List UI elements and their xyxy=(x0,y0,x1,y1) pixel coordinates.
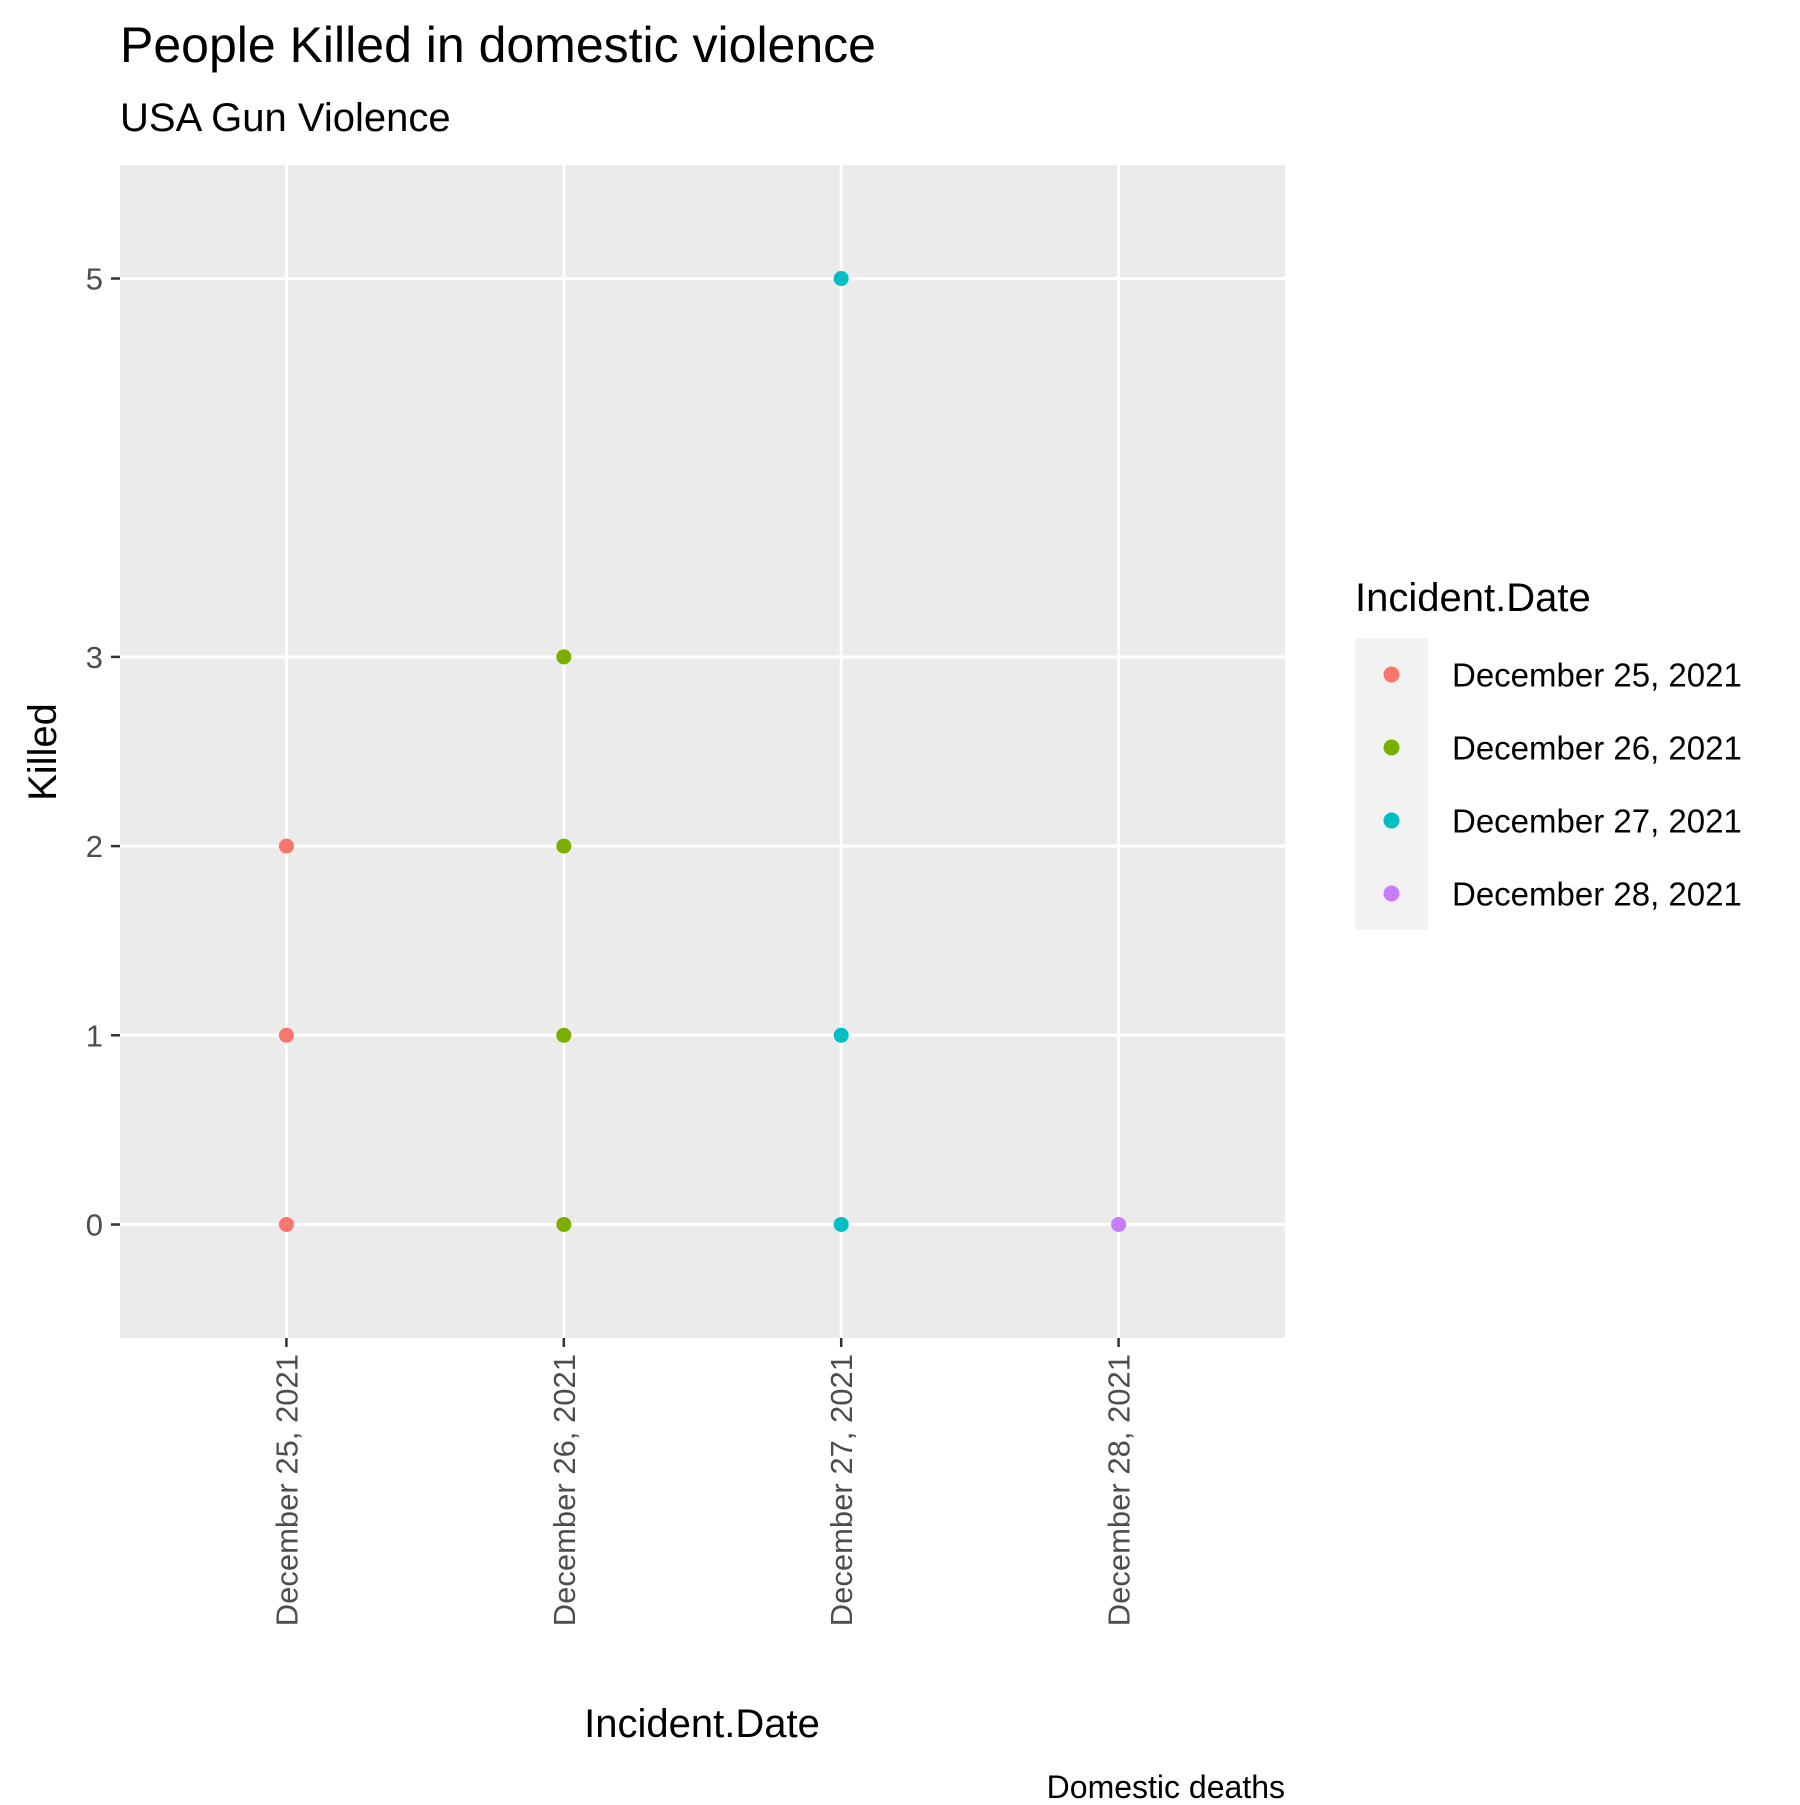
grid-lines xyxy=(120,165,1285,1338)
legend-label: December 28, 2021 xyxy=(1452,876,1742,913)
legend-label: December 27, 2021 xyxy=(1452,803,1742,840)
chart-caption: Domestic deaths xyxy=(1047,1769,1285,1800)
plot-panel xyxy=(120,165,1285,1338)
data-point xyxy=(278,838,294,854)
legend-key xyxy=(1383,885,1400,902)
data-point xyxy=(1111,1216,1127,1232)
data-point xyxy=(833,1216,849,1232)
data-point xyxy=(833,1027,849,1043)
x-tick-label: December 28, 2021 xyxy=(1102,1354,1137,1626)
x-tick-label: December 27, 2021 xyxy=(824,1354,859,1626)
y-tick-label: 0 xyxy=(86,1207,103,1242)
legend-title: Incident.Date xyxy=(1355,576,1591,620)
legend-key xyxy=(1383,812,1400,829)
axis-ticks: 0 1 2 3 5 December 25, 2021 December 26, 2021 D… xyxy=(86,262,1137,1627)
legend-key xyxy=(1383,739,1400,756)
data-points xyxy=(278,271,1127,1232)
legend-label: December 26, 2021 xyxy=(1452,730,1742,767)
y-tick-label: 2 xyxy=(86,829,103,864)
x-tick-label: December 26, 2021 xyxy=(547,1354,582,1626)
chart-subtitle: USA Gun Violence xyxy=(120,96,451,140)
y-tick-label: 3 xyxy=(86,640,103,675)
y-tick-label: 1 xyxy=(86,1018,103,1053)
data-point xyxy=(556,1216,572,1232)
legend-key-background xyxy=(1355,638,1428,930)
data-point xyxy=(833,271,849,287)
data-point xyxy=(556,1027,572,1043)
legend-key xyxy=(1383,666,1400,683)
data-point xyxy=(556,649,572,665)
legend-label: December 25, 2021 xyxy=(1452,657,1742,694)
y-tick-label: 5 xyxy=(86,262,103,297)
legend: December 25, 2021 December 26, 2021 Decemb… xyxy=(1355,638,1742,930)
x-tick-label: December 25, 2021 xyxy=(269,1354,304,1626)
x-axis-title: Incident.Date xyxy=(584,1702,820,1746)
y-axis-title: Killed xyxy=(21,703,65,801)
chart-title: People Killed in domestic violence xyxy=(120,17,876,73)
data-point xyxy=(556,838,572,854)
data-point xyxy=(278,1216,294,1232)
data-point xyxy=(278,1027,294,1043)
